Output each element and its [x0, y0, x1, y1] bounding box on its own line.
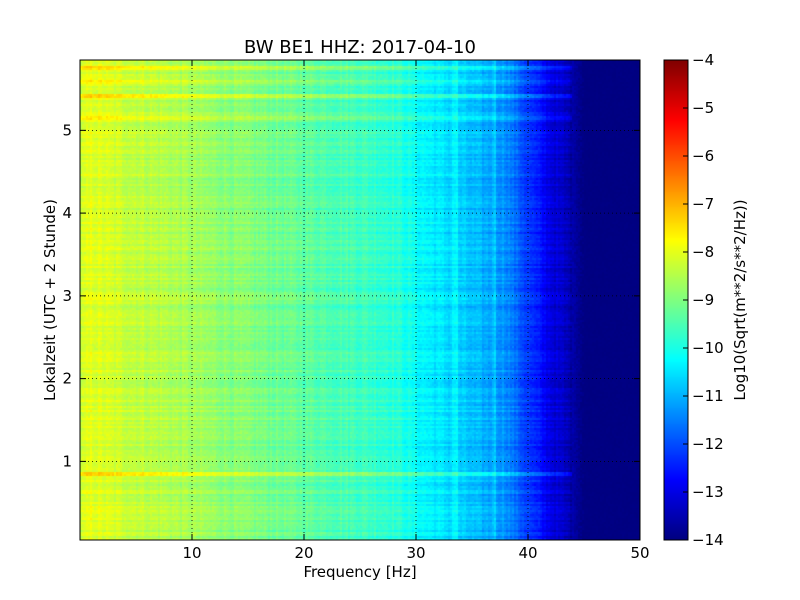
y-tick-label: 3 [62, 287, 72, 305]
grid-lines [80, 60, 640, 540]
y-tick-label: 2 [62, 370, 72, 388]
chart-title: BW BE1 HHZ: 2017-04-10 [244, 37, 476, 58]
colorbar-label: Log10(Sqrt(m**2/s**2/Hz)) [731, 199, 749, 400]
y-tick-label: 4 [62, 204, 72, 222]
colorbar-tick-label: −8 [692, 243, 714, 261]
x-tick-label: 20 [294, 544, 313, 562]
colorbar-tick-label: −12 [692, 435, 724, 453]
y-tick-label: 5 [62, 121, 72, 139]
colorbar-tick-label: −6 [692, 147, 714, 165]
colorbar-tick-label: −10 [692, 339, 724, 357]
colorbar-tick-label: −9 [692, 291, 714, 309]
x-axis-label: Frequency [Hz] [303, 563, 416, 581]
colorbar-tick-label: −5 [692, 99, 714, 117]
x-tick-label: 10 [182, 544, 201, 562]
x-tick-label: 30 [406, 544, 425, 562]
spectrogram-heatmap [80, 60, 640, 540]
heatmap-plot-area [79, 59, 641, 541]
colorbar-tick-label: −4 [692, 51, 714, 69]
x-tick-label: 40 [518, 544, 537, 562]
colorbar: −14 −13 −12 −11 −10 −9 −8 −7 −6 −5 −4 Log10(Sqrt(m… [663, 51, 749, 549]
colorbar-ticks: −14 −13 −12 −11 −10 −9 −8 −7 −6 −5 −4 [683, 51, 724, 549]
colorbar-tick-label: −11 [692, 387, 724, 405]
y-axis-label: Lokalzeit (UTC + 2 Stunde) [41, 199, 59, 401]
colorbar-tick-label: −13 [692, 483, 724, 501]
colorbar-tick-label: −7 [692, 195, 714, 213]
x-axis-ticks: 10 20 30 40 50 [182, 60, 650, 562]
y-axis-ticks: 1 2 3 4 5 [62, 121, 640, 470]
x-tick-label: 50 [630, 544, 649, 562]
y-tick-label: 1 [62, 452, 72, 470]
plot-frame [79, 59, 641, 541]
colorbar-tick-label: −14 [692, 531, 724, 549]
